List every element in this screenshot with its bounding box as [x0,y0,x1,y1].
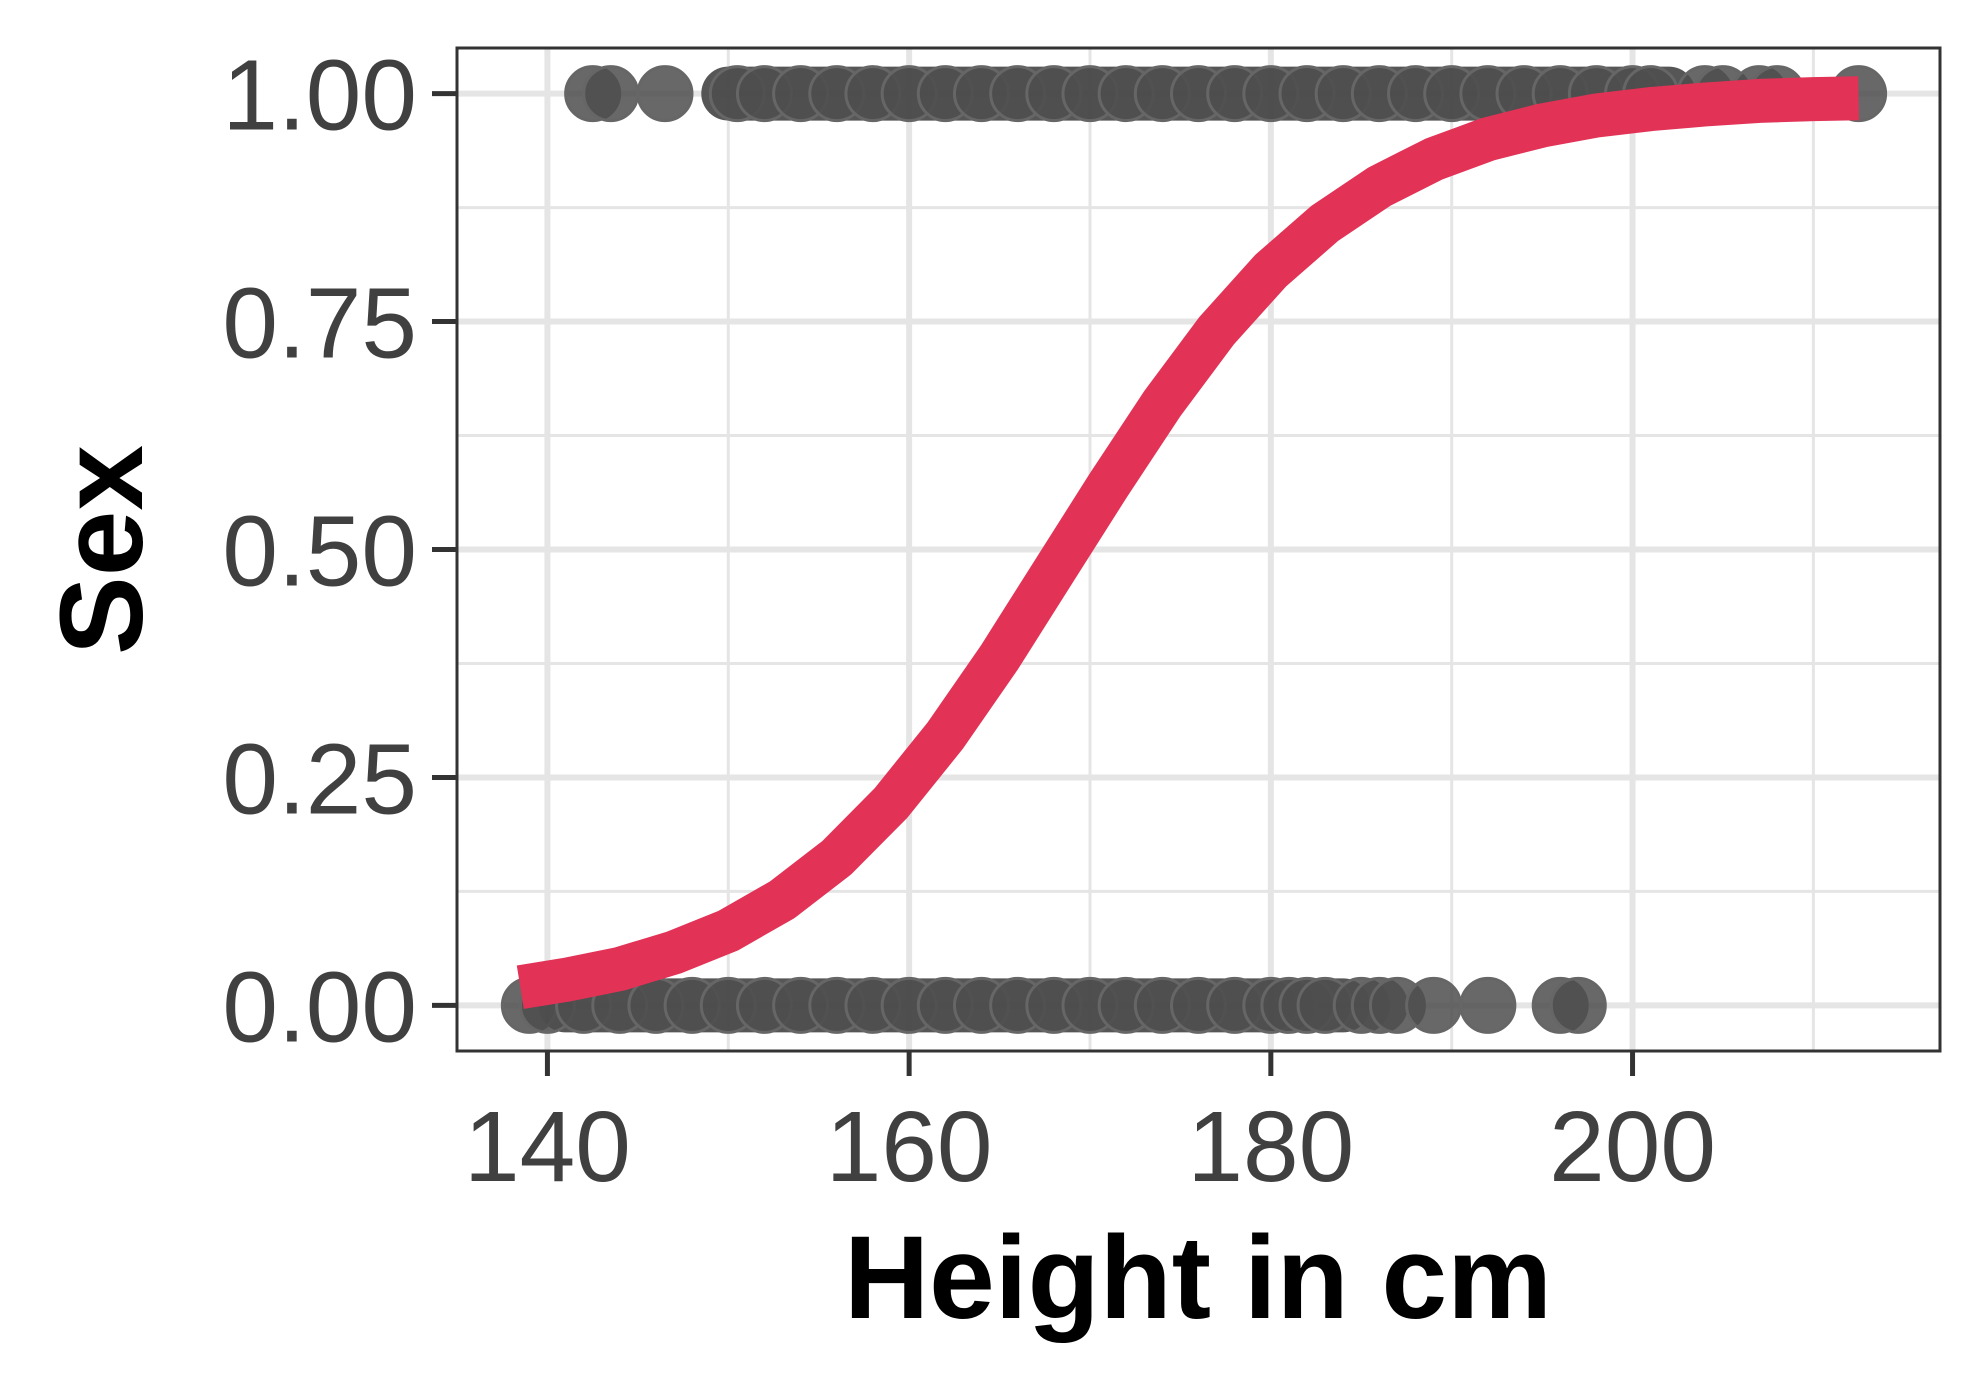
data-point [1459,976,1517,1034]
data-point [582,65,640,123]
x-tick-label: 140 [464,1091,631,1203]
y-axis-title: Sex [36,445,168,655]
y-tick-label: 0.50 [222,496,417,608]
x-tick-label: 180 [1187,1091,1354,1203]
y-tick-label: 1.00 [222,40,417,152]
x-axis-title: Height in cm [844,1212,1552,1344]
y-axis-ticks: 0.00 0.25 0.50 0.75 1.00 [222,40,457,1063]
y-tick-label: 0.00 [222,951,417,1063]
data-point [1405,976,1463,1034]
data-point [636,65,694,123]
x-tick-label: 160 [826,1091,993,1203]
x-tick-label: 200 [1549,1091,1716,1203]
grid-major [457,48,1940,1051]
fitted-logistic-curve [516,76,1860,1009]
data-point [1549,976,1607,1034]
x-axis-ticks: 140 160 180 200 [464,1051,1716,1203]
y-tick-label: 0.75 [222,268,417,380]
y-tick-label: 0.25 [222,723,417,835]
fitted-curve-layer [516,76,1860,1009]
